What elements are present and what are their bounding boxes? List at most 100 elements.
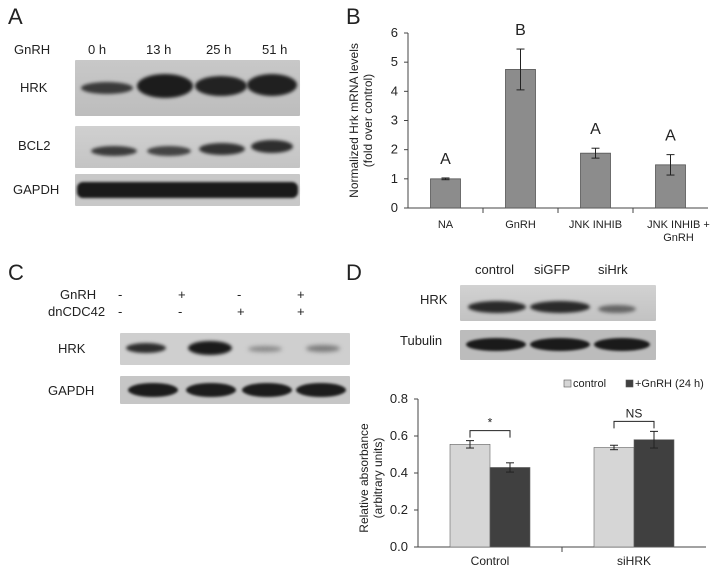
panel-a-time-0: 0 h xyxy=(88,42,107,57)
y-tick-label: 5 xyxy=(391,54,398,69)
panel-d-chart: 0.0 0.2 0.4 0.6 0.8 * Control NS siHRK control +Gn… xyxy=(357,378,706,568)
legend-swatch xyxy=(625,379,634,388)
bar xyxy=(505,69,536,209)
panel-b-label: B xyxy=(346,4,361,29)
panel-c-label: C xyxy=(8,260,24,285)
panel-d-lane-control: control xyxy=(475,262,515,277)
band xyxy=(242,383,292,397)
x-tick-label: siHRK xyxy=(617,554,651,568)
band xyxy=(81,82,133,94)
panel-a-gapdh-label: GAPDH xyxy=(13,182,60,197)
panel-c-hrk-blot xyxy=(120,333,350,365)
band xyxy=(199,143,245,155)
panel-c-gapdh-blot xyxy=(120,376,350,404)
x-tick-label: GnRH xyxy=(663,232,694,244)
panel-a-hrk-blot xyxy=(75,60,300,116)
panel-d-lane-sihrk: siHrk xyxy=(598,262,628,277)
treatment-sign: + xyxy=(178,287,186,302)
panel-a-bcl2-blot xyxy=(75,126,300,168)
panel-a-time-13: 13 h xyxy=(146,42,172,57)
band xyxy=(530,301,590,313)
bar xyxy=(489,467,531,548)
band xyxy=(530,338,590,351)
band xyxy=(137,74,193,98)
band xyxy=(296,383,346,397)
panel-a-hrk-label: HRK xyxy=(20,80,48,95)
bar xyxy=(430,178,461,209)
treatment-sign: - xyxy=(178,304,183,319)
band xyxy=(466,338,526,351)
y-tick-label: 0.4 xyxy=(390,465,408,480)
y-tick-label: 0 xyxy=(391,200,398,215)
panel-c-gapdh-label: GAPDH xyxy=(48,383,95,398)
panel-c-dncdc42-label: dnCDC42 xyxy=(48,304,106,319)
treatment-sign: + xyxy=(297,304,305,319)
band xyxy=(128,383,178,397)
panel-a-label: A xyxy=(8,4,23,29)
band xyxy=(247,74,297,96)
y-tick-label: 0.6 xyxy=(390,428,408,443)
band xyxy=(147,146,191,156)
y-axis-label: Normalized Hrk mRNA levels xyxy=(347,43,361,198)
treatment-sign: - xyxy=(118,304,123,319)
panel-d-tubulin-blot xyxy=(460,330,656,360)
bar xyxy=(580,152,611,209)
panel-a-bcl2-label: BCL2 xyxy=(18,138,51,153)
panel-d-tubulin-label: Tubulin xyxy=(400,333,443,348)
y-tick-label: 6 xyxy=(391,25,398,40)
band xyxy=(188,341,232,355)
panel-d-hrk-blot xyxy=(460,285,656,321)
treatment-sign: + xyxy=(297,287,305,302)
significance-letter: A xyxy=(440,151,451,168)
y-tick-label: 2 xyxy=(391,142,398,157)
panel-d-label: D xyxy=(346,260,362,285)
panel-d-hrk-label: HRK xyxy=(420,292,448,307)
x-tick-label: Control xyxy=(471,554,510,568)
y-axis-label: (arbitrary units) xyxy=(371,438,385,519)
panel-a-time-25: 25 h xyxy=(206,42,232,57)
legend-label: +GnRH (24 h) xyxy=(635,378,704,390)
x-tick-label: NA xyxy=(438,219,454,231)
band xyxy=(186,383,236,397)
significance-bracket xyxy=(469,430,511,438)
y-axis-label: Relative absorbance xyxy=(357,423,371,533)
y-tick-label: 0.0 xyxy=(390,539,408,554)
significance-letter: B xyxy=(515,22,526,39)
panel-d-lane-sigfp: siGFP xyxy=(534,262,571,277)
panel-c-hrk-label: HRK xyxy=(58,341,86,356)
band xyxy=(77,182,298,198)
panel-a-time-51: 51 h xyxy=(262,42,288,57)
legend-label: control xyxy=(573,378,606,390)
x-tick-label: GnRH xyxy=(505,219,536,231)
y-axis-label: (fold over control) xyxy=(361,74,375,167)
y-tick-label: 1 xyxy=(391,171,398,186)
band xyxy=(598,305,636,313)
significance-label: NS xyxy=(626,406,643,420)
band xyxy=(91,146,137,156)
band xyxy=(594,338,650,351)
panel-a-gnrh-label: GnRH xyxy=(14,42,51,57)
significance-letter: A xyxy=(665,128,676,145)
y-tick-label: 0.2 xyxy=(390,502,408,517)
treatment-sign: - xyxy=(237,287,242,302)
legend-swatch xyxy=(563,379,572,388)
significance-letter: A xyxy=(590,121,601,138)
treatment-sign: - xyxy=(118,287,123,302)
x-tick-label: JNK INHIB xyxy=(569,219,622,231)
treatment-sign: + xyxy=(237,304,245,319)
band xyxy=(248,346,282,352)
band xyxy=(126,343,166,353)
panel-c-gnrh-label: GnRH xyxy=(60,287,97,302)
y-tick-label: 3 xyxy=(391,113,398,128)
significance-label: * xyxy=(488,416,493,430)
significance-bracket xyxy=(613,420,655,429)
y-tick-label: 0.8 xyxy=(390,391,408,406)
band xyxy=(195,76,247,96)
band xyxy=(468,301,526,313)
band xyxy=(306,345,340,352)
bar xyxy=(633,439,675,548)
y-tick-label: 4 xyxy=(391,83,398,98)
panel-a-gapdh-blot xyxy=(75,174,300,206)
bar xyxy=(593,447,635,548)
